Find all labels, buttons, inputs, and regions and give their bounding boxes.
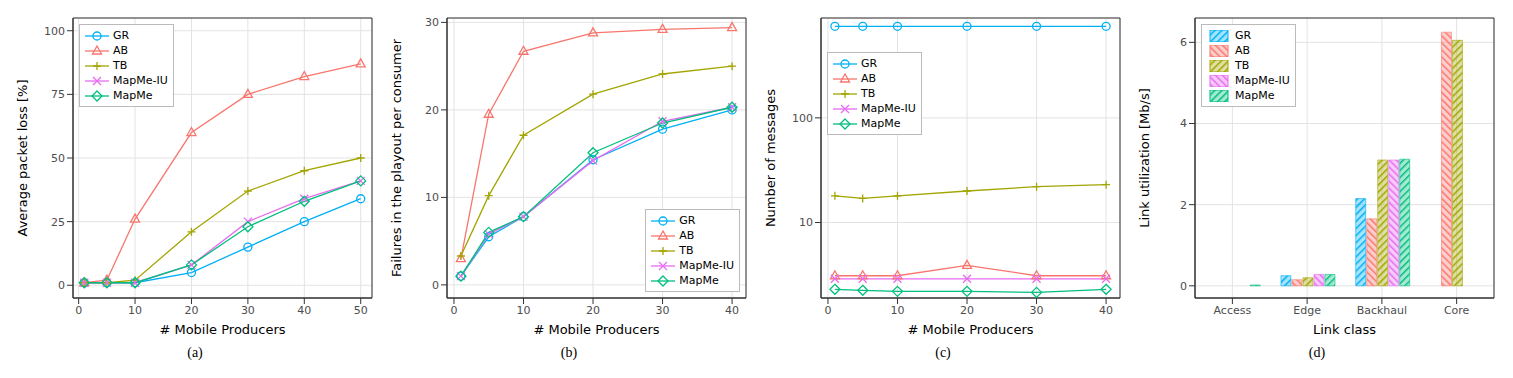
html-text:MapMe: MapMe bbox=[861, 117, 901, 130]
svg-text:100: 100 bbox=[792, 112, 813, 125]
svg-text:Backhaul: Backhaul bbox=[1357, 304, 1407, 317]
html-text:MapMe-IU: MapMe-IU bbox=[1235, 74, 1290, 87]
svg-text:0: 0 bbox=[58, 279, 65, 292]
svg-text:50: 50 bbox=[51, 152, 65, 165]
html-text:AB: AB bbox=[679, 229, 695, 242]
svg-text:20: 20 bbox=[960, 304, 974, 317]
svg-text:2: 2 bbox=[1180, 199, 1187, 212]
html-text:MapMe-IU: MapMe-IU bbox=[679, 259, 734, 272]
html-text:AB: AB bbox=[861, 72, 877, 85]
svg-text:20: 20 bbox=[586, 304, 600, 317]
html-text:GR: GR bbox=[679, 214, 696, 227]
html-text:(c): (c) bbox=[935, 345, 951, 360]
svg-text:75: 75 bbox=[51, 88, 65, 101]
svg-text:40: 40 bbox=[297, 304, 311, 317]
html-text:(a): (a) bbox=[187, 345, 203, 360]
html-text:GR: GR bbox=[1235, 29, 1252, 42]
html-text:(d): (d) bbox=[1308, 345, 1326, 360]
svg-text:Link utilization [Mb/s]: Link utilization [Mb/s] bbox=[1137, 88, 1152, 228]
svg-text:Average packet loss [%]: Average packet loss [%] bbox=[15, 80, 30, 237]
svg-text:30: 30 bbox=[241, 304, 255, 317]
svg-text:10: 10 bbox=[128, 304, 142, 317]
html-text:TB: TB bbox=[113, 59, 128, 72]
svg-text:30: 30 bbox=[425, 16, 439, 29]
html-text:(b): (b) bbox=[560, 345, 578, 360]
html-text:GR: GR bbox=[861, 57, 878, 70]
svg-text:40: 40 bbox=[1099, 304, 1113, 317]
svg-text:25: 25 bbox=[51, 216, 65, 229]
svg-text:50: 50 bbox=[354, 304, 368, 317]
svg-text:0: 0 bbox=[75, 304, 82, 317]
svg-text:0: 0 bbox=[450, 304, 457, 317]
svg-text:100: 100 bbox=[44, 25, 65, 38]
svg-text:Link class: Link class bbox=[1313, 322, 1376, 337]
svg-text:10: 10 bbox=[425, 191, 439, 204]
html-text:TB: TB bbox=[1235, 59, 1250, 72]
svg-text:40: 40 bbox=[725, 304, 739, 317]
svg-text:6: 6 bbox=[1180, 36, 1187, 49]
html-text:MapMe-IU: MapMe-IU bbox=[113, 74, 168, 87]
html-text:TB: TB bbox=[679, 244, 694, 257]
html-text:MapMe: MapMe bbox=[113, 89, 153, 102]
html-text:MapMe: MapMe bbox=[679, 274, 719, 287]
html-text:AB: AB bbox=[113, 44, 129, 57]
svg-text:Edge: Edge bbox=[1293, 304, 1321, 317]
svg-text:# Mobile Producers: # Mobile Producers bbox=[159, 322, 285, 337]
svg-text:0: 0 bbox=[432, 279, 439, 292]
html-text:GR: GR bbox=[113, 29, 130, 42]
svg-text:# Mobile Producers: # Mobile Producers bbox=[907, 322, 1033, 337]
svg-text:Number of messages: Number of messages bbox=[763, 89, 778, 227]
svg-text:Access: Access bbox=[1214, 304, 1252, 317]
svg-text:20: 20 bbox=[184, 304, 198, 317]
html-text:TB: TB bbox=[861, 87, 876, 100]
svg-text:10: 10 bbox=[890, 304, 904, 317]
html-text:MapMe: MapMe bbox=[1235, 89, 1275, 102]
html-text:MapMe-IU: MapMe-IU bbox=[861, 102, 916, 115]
svg-text:# Mobile Producers: # Mobile Producers bbox=[533, 322, 659, 337]
svg-text:10: 10 bbox=[516, 304, 530, 317]
svg-text:30: 30 bbox=[1030, 304, 1044, 317]
svg-text:20: 20 bbox=[425, 104, 439, 117]
html-text:AB: AB bbox=[1235, 44, 1251, 57]
svg-text:10: 10 bbox=[799, 216, 813, 229]
svg-text:0: 0 bbox=[1180, 280, 1187, 293]
svg-text:Failures in the playout per co: Failures in the playout per consumer bbox=[389, 38, 404, 277]
svg-text:0: 0 bbox=[824, 304, 831, 317]
svg-text:Core: Core bbox=[1444, 304, 1470, 317]
svg-text:30: 30 bbox=[656, 304, 670, 317]
svg-text:4: 4 bbox=[1180, 117, 1187, 130]
